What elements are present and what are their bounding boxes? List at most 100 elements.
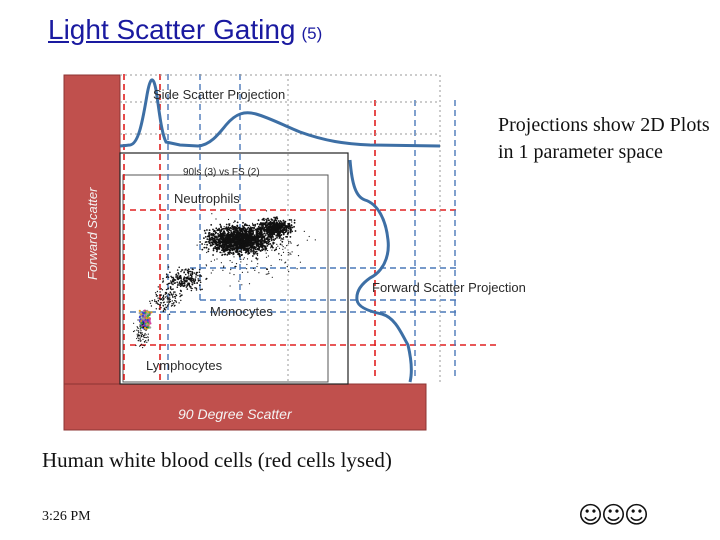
scatter-dot <box>190 289 193 292</box>
scatter-dot <box>255 235 258 238</box>
scatter-dot <box>229 236 231 239</box>
scatter-dot <box>174 291 176 293</box>
scatter-dot <box>167 287 170 289</box>
scatter-dot <box>171 279 174 281</box>
scatter-dot <box>263 226 266 229</box>
scatter-dot <box>172 293 175 295</box>
scatter-dot <box>155 308 157 310</box>
scatter-dot <box>223 237 226 240</box>
scatter-dot <box>265 218 267 221</box>
scatter-dot <box>253 227 255 230</box>
scatter-dot <box>185 280 187 283</box>
scatter-dot <box>252 247 254 249</box>
scatter-dot <box>139 337 141 339</box>
scatter-dot <box>176 286 179 289</box>
scatter-dot <box>238 246 241 249</box>
scatter-dot <box>264 223 267 226</box>
scatter-dot <box>167 301 170 303</box>
scatter-dot <box>184 273 187 276</box>
scatter-dot <box>256 258 258 260</box>
scatter-dot <box>159 297 161 300</box>
scatter-dot <box>282 224 285 227</box>
scatter-dot <box>234 265 236 267</box>
scatter-dot <box>287 224 290 226</box>
scatter-dot <box>170 294 173 296</box>
scatter-dot <box>238 280 240 282</box>
scatter-dot <box>195 276 197 278</box>
scatter-dot <box>256 223 259 225</box>
scatter-dot <box>218 244 221 247</box>
scatter-dot <box>282 232 285 235</box>
scatter-dot <box>219 242 222 244</box>
scatter-dot <box>203 229 206 232</box>
scatter-dot <box>285 261 287 263</box>
scatter-dot <box>284 227 286 230</box>
scatter-dot <box>164 293 166 295</box>
scatter-dot <box>143 345 145 347</box>
scatter-dot <box>181 269 183 271</box>
scatter-dot <box>171 300 173 302</box>
scatter-dot <box>260 240 262 242</box>
scatter-dot <box>235 251 237 253</box>
scatter-dot <box>216 244 219 247</box>
scatter-dot <box>184 269 186 271</box>
scatter-dot <box>266 227 269 230</box>
scatter-dot <box>228 248 231 251</box>
scatter-dot <box>141 332 143 334</box>
scatter-dot <box>215 218 217 220</box>
scatter-dot <box>278 235 280 237</box>
scatter-dot <box>188 268 190 271</box>
scatter-dot <box>214 239 216 241</box>
scatter-dot <box>146 319 149 322</box>
scatter-dot <box>155 300 157 303</box>
scatter-dot <box>205 241 208 243</box>
scatter-dot <box>226 241 229 243</box>
slide-caption: Human white blood cells (red cells lysed… <box>42 448 392 472</box>
scatter-dot <box>166 275 168 277</box>
scatter-dot <box>204 232 207 235</box>
smiley-icons: ☺☺☺ <box>578 501 649 529</box>
scatter-dot <box>232 242 234 244</box>
scatter-dot <box>272 225 275 228</box>
scatter-dot <box>266 242 268 245</box>
scatter-dot <box>229 251 232 253</box>
scatter-dot <box>268 238 271 241</box>
scatter-dot <box>263 219 265 222</box>
scatter-dot <box>251 260 253 262</box>
scatter-dot <box>299 261 301 263</box>
scatter-dot <box>235 250 237 252</box>
scatter-dot <box>192 279 194 282</box>
scatter-dot <box>219 223 222 226</box>
scatter-dot <box>273 222 276 224</box>
scatter-dot <box>247 226 250 229</box>
scatter-dot <box>246 247 249 250</box>
scatter-dot <box>180 290 182 292</box>
scatter-dot <box>142 344 144 346</box>
scatter-dot <box>155 293 157 296</box>
scatter-dot <box>169 282 171 285</box>
scatter-dot <box>276 217 279 220</box>
scatter-dot <box>183 277 185 280</box>
scatter-dot <box>271 245 273 248</box>
scatter-dot <box>210 260 212 262</box>
scatter-dot <box>157 286 159 288</box>
scatter-dot <box>223 230 225 233</box>
scatter-dot <box>259 233 261 235</box>
scatter-dot <box>154 300 156 303</box>
scatter-dot <box>257 225 260 228</box>
scatter-dot <box>252 250 254 253</box>
scatter-dot <box>238 241 241 244</box>
scatter-dot <box>220 246 223 249</box>
scatter-dot <box>253 234 256 237</box>
scatter-dot <box>171 303 173 305</box>
slide-time: 3:26 PM <box>42 509 91 524</box>
scatter-dot <box>227 233 230 236</box>
scatter-dot <box>272 232 275 235</box>
scatter-dot <box>288 254 290 256</box>
scatter-dot <box>240 258 242 260</box>
scatter-dot <box>141 343 143 345</box>
scatter-dot <box>147 340 149 342</box>
scatter-dot <box>166 283 168 286</box>
scatter-dot <box>220 233 223 236</box>
scatter-dot <box>275 225 277 227</box>
